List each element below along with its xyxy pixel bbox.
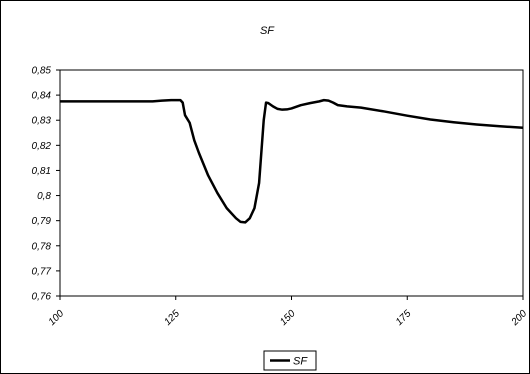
legend-label-sf: SF	[293, 356, 308, 368]
y-tick-label: 0,78	[32, 241, 52, 252]
y-tick-label: 0,81	[32, 166, 51, 177]
series-group	[60, 98, 524, 224]
y-tick-label: 0,84	[32, 91, 52, 102]
y-tick-label: 0,85	[32, 66, 52, 77]
series-line-sf	[60, 98, 524, 224]
y-tick-label: 0,8	[37, 191, 51, 202]
y-tick-label: 0,76	[32, 292, 52, 303]
y-axis: 0,76 0,77 0,78 0,79 0,8 0,81 0,82 0,83 0,84 0,85	[32, 66, 60, 303]
legend: SF	[263, 350, 317, 371]
chart-title: SF	[260, 25, 275, 37]
plot-area	[59, 69, 524, 297]
y-tick-label: 0,83	[32, 116, 52, 127]
y-tick-label: 0,82	[32, 141, 52, 152]
y-tick-label: 0,77	[32, 266, 52, 277]
y-tick-label: 0,79	[32, 216, 52, 227]
